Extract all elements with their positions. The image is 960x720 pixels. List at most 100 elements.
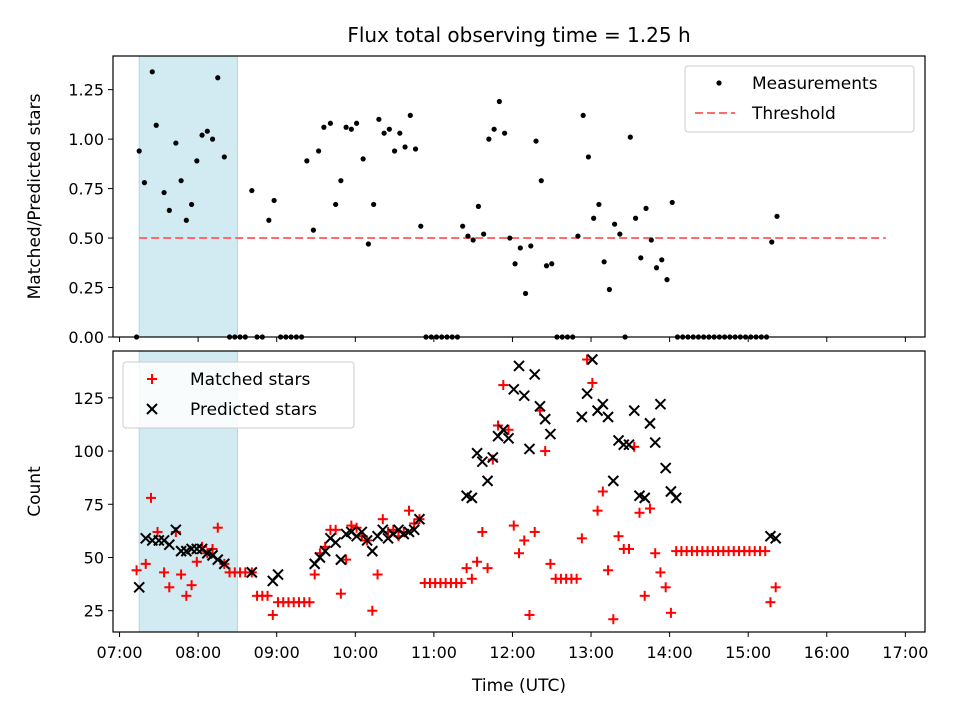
x-b <box>377 524 389 536</box>
x-b <box>769 532 782 545</box>
plot-frame-bottom <box>112 350 926 633</box>
matched-star-point <box>377 514 388 525</box>
predicted-star-point <box>481 475 494 487</box>
matched-star-point <box>309 569 320 580</box>
measurement-point <box>606 286 612 293</box>
y-tick-label: 0.50 <box>68 229 104 248</box>
matched-star-point <box>131 565 142 576</box>
matched-star-point <box>587 377 598 388</box>
predicted-star-point <box>534 400 546 413</box>
predicted-star-point <box>329 536 342 549</box>
x-b <box>665 485 677 498</box>
measurement-point <box>136 148 142 154</box>
measurement-point <box>533 138 539 144</box>
count-points <box>131 353 782 625</box>
measurement-point <box>648 237 654 243</box>
x-b <box>481 475 494 487</box>
y-ticks-bottom: 25 50 75 100 125 <box>73 389 113 621</box>
matched-star-point <box>466 573 477 584</box>
predicted-star-point <box>361 534 373 547</box>
measurement-point <box>501 130 508 136</box>
predicted-star-point <box>628 404 640 417</box>
measurement-point <box>304 158 310 164</box>
measurement-point <box>496 98 502 105</box>
x-b <box>476 455 489 468</box>
matched-star-point <box>655 567 666 578</box>
matched-star-point <box>514 548 524 559</box>
measurement-point <box>612 221 618 227</box>
x-b <box>175 545 187 557</box>
x-tick-label: 16:00 <box>804 643 850 662</box>
x-b <box>413 513 426 525</box>
x-b <box>497 424 509 436</box>
measurement-point <box>173 140 179 146</box>
x-b <box>539 413 551 425</box>
x-b <box>460 490 473 502</box>
predicted-star-point <box>502 432 515 444</box>
matched-star-point <box>152 526 163 537</box>
matched-star-point <box>164 582 175 593</box>
measurement-point <box>538 178 544 184</box>
x-b <box>272 568 284 581</box>
matched-star-point <box>212 522 223 533</box>
measurement-point <box>491 126 497 132</box>
x-b <box>618 438 630 451</box>
measurement-point <box>418 223 424 229</box>
measurement-point <box>381 130 387 136</box>
x-tick-label: 10:00 <box>332 643 378 662</box>
predicted-star-point <box>140 532 152 545</box>
measurement-point <box>475 203 481 209</box>
predicted-star-point <box>618 438 630 451</box>
measurement-point <box>522 290 529 297</box>
measurement-point <box>627 134 633 140</box>
predicted-star-point <box>356 526 368 538</box>
matched-star-point <box>576 533 587 544</box>
matched-star-point <box>519 535 530 546</box>
x-b <box>466 492 478 504</box>
x-b <box>133 581 145 594</box>
matched-star-point <box>367 605 378 616</box>
x-b <box>212 553 224 566</box>
predicted-star-point <box>133 581 145 594</box>
legend-predicted-marker <box>146 403 158 415</box>
matched-star-point <box>665 607 676 618</box>
y-tick-label: 0.25 <box>68 279 104 298</box>
x-tick-label: 13:00 <box>568 643 614 662</box>
matched-star-point <box>650 548 661 559</box>
measurement-point <box>397 130 403 136</box>
measurement-point <box>507 235 513 241</box>
matched-star-point <box>304 597 315 608</box>
x-b <box>218 558 231 570</box>
measurement-point <box>465 233 471 239</box>
x-b <box>153 534 165 547</box>
predicted-star-point <box>508 383 520 396</box>
measurement-point <box>153 122 159 128</box>
predicted-star-point <box>513 360 525 372</box>
measurement-point <box>470 237 476 243</box>
matched-star-point <box>140 558 151 569</box>
measurement-point <box>596 201 602 208</box>
ratio-panel: 0.00 0.25 0.50 0.75 1.00 1.25 Matched/Predict… <box>25 55 926 347</box>
predicted-star-point <box>185 543 198 555</box>
x-b <box>544 428 557 440</box>
matched-star-point <box>760 546 771 557</box>
matched-star-point <box>482 563 493 574</box>
y-tick-label: 1.25 <box>68 81 104 100</box>
predicted-star-point <box>602 411 614 423</box>
y-axis-label-top: Matched/Predicted stars <box>25 93 45 299</box>
predicted-star-point <box>366 545 379 557</box>
measurement-point <box>333 201 339 208</box>
measurement-point <box>549 261 555 267</box>
matched-star-point <box>571 573 582 584</box>
measurement-point <box>321 124 327 130</box>
measurement-point <box>310 227 316 233</box>
measurement-point <box>316 148 322 154</box>
measurement-point <box>512 261 518 267</box>
measurement-point <box>591 215 597 221</box>
x-axis-label: Time (UTC) <box>471 676 566 696</box>
measurement-point <box>407 112 413 118</box>
plot-frame-top <box>112 55 926 338</box>
x-b <box>335 553 347 566</box>
measurement-point <box>632 215 639 221</box>
